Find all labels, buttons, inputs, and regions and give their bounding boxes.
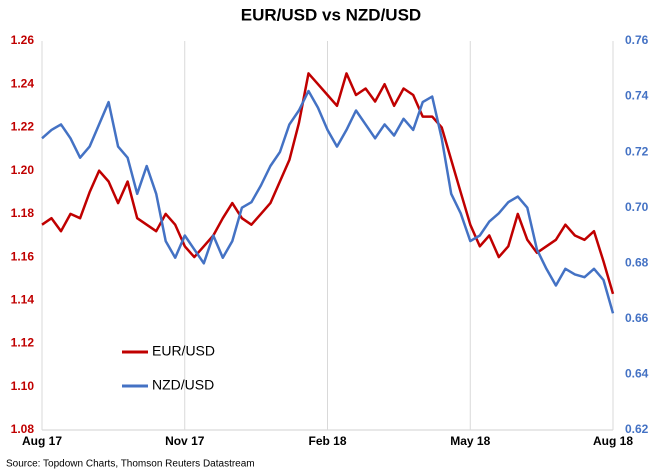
y-tick-label: 1.14	[11, 293, 35, 307]
y-tick-label: 1.22	[11, 120, 35, 134]
legend-label: NZD/USD	[152, 377, 214, 393]
y-tick-label: 1.08	[11, 422, 35, 436]
y-tick-label: 1.10	[11, 379, 35, 393]
y-tick-label: 1.24	[11, 76, 35, 90]
y-tick-label: 1.18	[11, 206, 35, 220]
x-tick-label: May 18	[450, 434, 490, 448]
y2-tick-label: 0.76	[625, 33, 649, 47]
y2-tick-label: 0.66	[625, 311, 649, 325]
y-tick-label: 1.16	[11, 249, 35, 263]
y-tick-label: 1.26	[11, 33, 35, 47]
y-tick-label: 1.12	[11, 336, 35, 350]
y2-tick-label: 0.74	[625, 89, 649, 103]
y-tick-label: 1.20	[11, 163, 35, 177]
x-tick-label: Feb 18	[308, 434, 346, 448]
series-line	[41, 89, 615, 314]
x-tick-label: Nov 17	[165, 434, 205, 448]
x-tick-label: Aug 17	[22, 434, 62, 448]
y2-tick-label: 0.62	[625, 422, 649, 436]
x-tick-label: Aug 18	[593, 434, 633, 448]
y2-tick-label: 0.70	[625, 200, 649, 214]
y2-tick-label: 0.68	[625, 255, 649, 269]
y2-tick-label: 0.72	[625, 144, 649, 158]
series-line	[41, 72, 615, 295]
source-note: Source: Topdown Charts, Thomson Reuters …	[6, 459, 255, 470]
legend-label: EUR/USD	[152, 343, 215, 359]
chart-title: EUR/USD vs NZD/USD	[241, 5, 421, 24]
y2-tick-label: 0.64	[625, 367, 649, 381]
